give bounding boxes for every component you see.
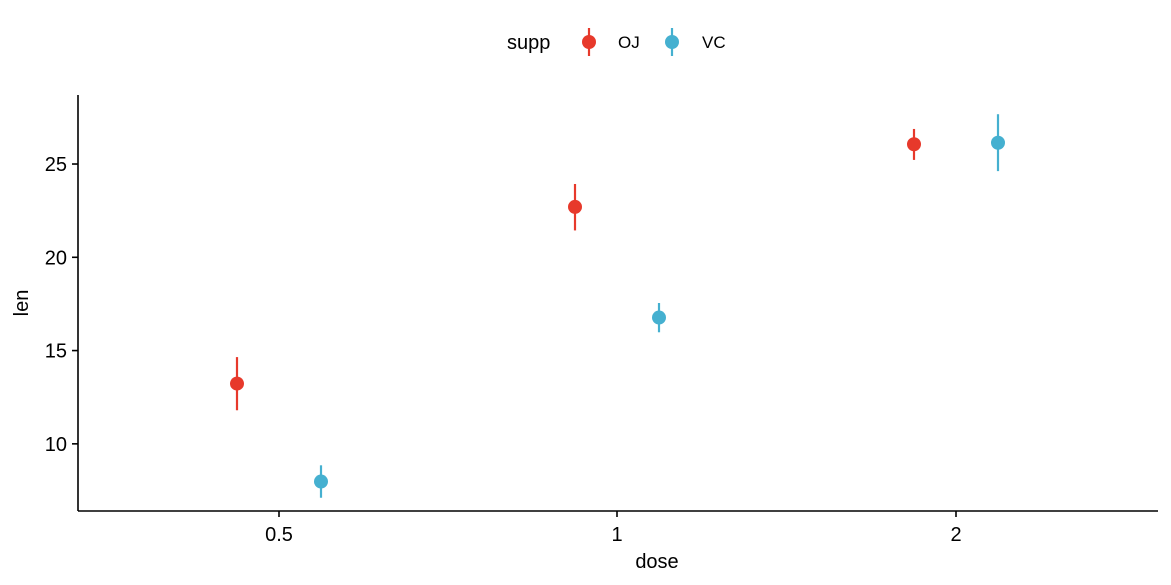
data-marks (230, 114, 1005, 498)
legend-item-vc: VC (665, 28, 726, 56)
axes: 10 15 20 25 0.5 1 2 dose len (11, 95, 1158, 573)
data-point (907, 137, 921, 152)
x-axis-title: dose (635, 551, 678, 573)
legend-title: supp (507, 32, 550, 54)
x-tick-label: 2 (950, 524, 961, 546)
data-point (652, 310, 666, 325)
data-point (230, 376, 244, 391)
series-oj (230, 128, 921, 411)
legend-key-point (665, 35, 679, 49)
x-tick-label: 1 (611, 524, 622, 546)
y-tick-label: 20 (45, 247, 67, 269)
legend: supp OJ VC (507, 28, 726, 56)
legend-item-oj: OJ (582, 28, 640, 56)
y-tick-label: 15 (45, 341, 67, 363)
legend-label: VC (702, 33, 726, 52)
series-vc (314, 114, 1005, 498)
data-point (991, 135, 1005, 150)
data-point (568, 199, 582, 214)
y-tick-label: 10 (45, 434, 67, 456)
legend-key-point (582, 35, 596, 49)
legend-label: OJ (618, 33, 640, 52)
x-tick-label: 0.5 (265, 524, 293, 546)
data-point (314, 474, 328, 489)
y-tick-label: 25 (45, 154, 67, 176)
y-axis-title: len (11, 290, 33, 317)
